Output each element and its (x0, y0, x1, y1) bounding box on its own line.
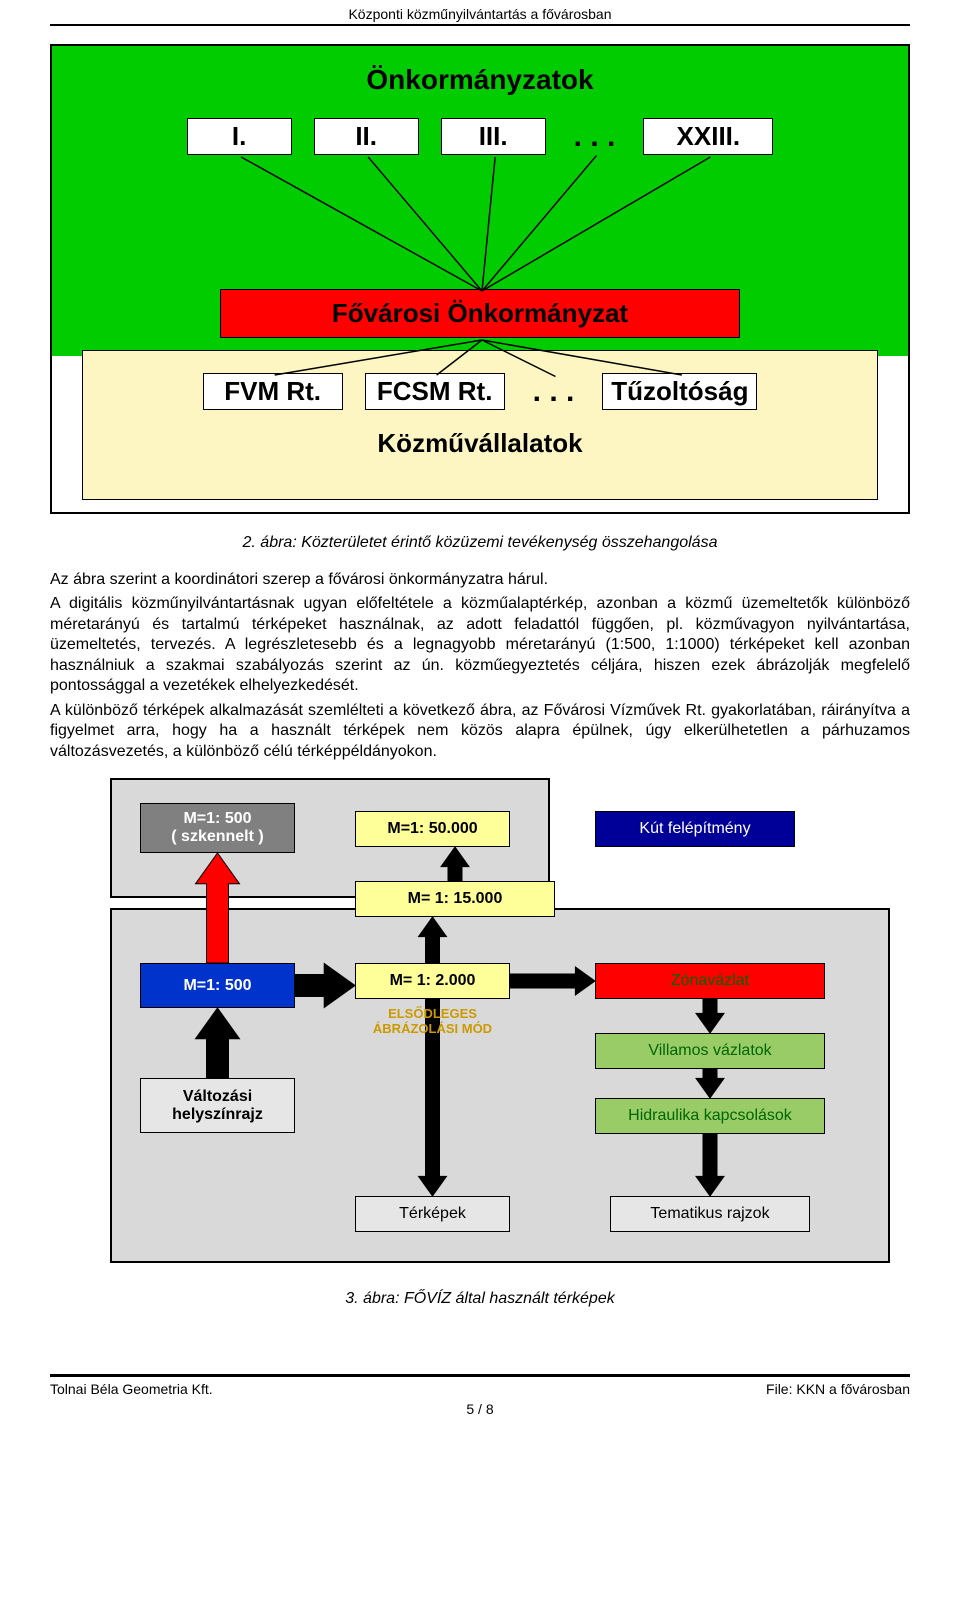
d1-main-gov-box: Fővárosi Önkormányzat (220, 289, 740, 338)
d2-node-m15000: M= 1: 15.000 (355, 881, 555, 917)
d1-utility-box: Tűzoltóság (602, 373, 757, 410)
paragraph-3: A különböző térképek alkalmazását szemlé… (50, 701, 910, 762)
d2-node-m50000: M=1: 50.000 (355, 811, 510, 847)
d2-node-m2000: M= 1: 2.000 (355, 963, 510, 999)
footer-page: 5 / 8 (50, 1401, 910, 1417)
d2-node-tematikus: Tematikus rajzok (610, 1196, 810, 1232)
d2-sublabel: ELSŐDLEGES ÁBRÁZOLÁSI MÓD (355, 1006, 510, 1036)
caption-1: 2. ábra: Közterületet érintő közüzemi te… (50, 534, 910, 552)
d2-node-hidraulika: Hidraulika kapcsolások (595, 1098, 825, 1134)
d2-node-scanned: M=1: 500 ( szkennelt ) (140, 803, 295, 853)
d1-district-box: II. (314, 118, 419, 155)
page-header: Központi közműnyilvántartás a fővárosban (50, 0, 910, 26)
d1-bottom-title: Közművállalatok (83, 428, 877, 459)
d2-node-terkepek: Térképek (355, 1196, 510, 1232)
d1-top-title: Önkormányzatok (366, 64, 593, 96)
d1-districts-row: I. II. III. . . . XXIII. (52, 118, 908, 155)
d1-utility-box: FVM Rt. (203, 373, 343, 410)
d1-dots: . . . (527, 375, 581, 409)
d2-node-valtozasi: Változási helyszínrajz (140, 1078, 295, 1133)
paragraph-2: A digitális közműnyilvántartásnak ugyan … (50, 594, 910, 696)
page-footer: Tolnai Béla Geometria Kft. File: KKN a f… (50, 1374, 910, 1417)
d1-district-box: XXIII. (643, 118, 773, 155)
d1-utilities-row: FVM Rt. FCSM Rt. . . . Tűzoltóság (83, 373, 877, 410)
d2-node-zona: Zónavázlat (595, 963, 825, 999)
d1-district-box: III. (441, 118, 546, 155)
footer-left: Tolnai Béla Geometria Kft. (50, 1381, 213, 1397)
footer-right: File: KKN a fővárosban (766, 1381, 910, 1397)
d2-node-kut: Kút felépítmény (595, 811, 795, 847)
d1-utility-box: FCSM Rt. (365, 373, 505, 410)
d2-node-m500: M=1: 500 (140, 963, 295, 1008)
diagram-maps: M=1: 500 ( szkennelt ) M=1: 50.000 Kút fel… (50, 778, 910, 1278)
d1-dots: . . . (568, 120, 622, 154)
diagram-coordination: Önkormányzatok I. II. III. . . . XXIII. Főváro… (50, 44, 910, 514)
d1-district-box: I. (187, 118, 292, 155)
d2-node-villamos: Villamos vázlatok (595, 1033, 825, 1069)
d1-bottom-panel: FVM Rt. FCSM Rt. . . . Tűzoltóság Közműválla… (82, 350, 878, 500)
caption-2: 3. ábra: FŐVÍZ által használt térképek (50, 1290, 910, 1308)
header-title: Központi közműnyilvántartás a fővárosban (348, 6, 611, 22)
paragraph-1: Az ábra szerint a koordinátori szerep a … (50, 570, 910, 590)
